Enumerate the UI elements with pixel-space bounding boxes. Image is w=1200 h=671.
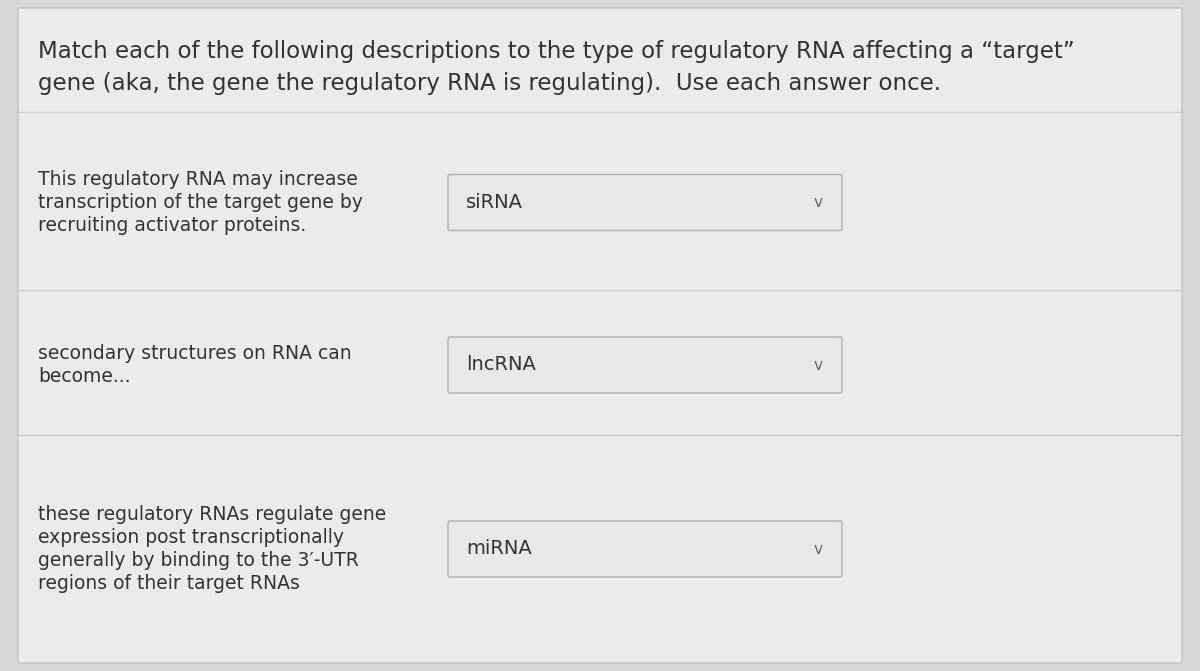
- FancyBboxPatch shape: [448, 337, 842, 393]
- Text: secondary structures on RNA can: secondary structures on RNA can: [38, 344, 352, 363]
- Text: siRNA: siRNA: [466, 193, 523, 212]
- Text: lncRNA: lncRNA: [466, 356, 536, 374]
- FancyBboxPatch shape: [18, 8, 1182, 663]
- Text: recruiting activator proteins.: recruiting activator proteins.: [38, 216, 306, 235]
- Text: v: v: [814, 195, 822, 210]
- Text: transcription of the target gene by: transcription of the target gene by: [38, 193, 362, 212]
- Text: v: v: [814, 541, 822, 556]
- Text: generally by binding to the 3′-UTR: generally by binding to the 3′-UTR: [38, 551, 359, 570]
- Text: gene (aka, the gene the regulatory RNA is regulating).  Use each answer once.: gene (aka, the gene the regulatory RNA i…: [38, 72, 941, 95]
- Text: miRNA: miRNA: [466, 539, 532, 558]
- FancyBboxPatch shape: [448, 521, 842, 577]
- Text: regions of their target RNAs: regions of their target RNAs: [38, 574, 300, 593]
- Text: This regulatory RNA may increase: This regulatory RNA may increase: [38, 170, 358, 189]
- Text: v: v: [814, 358, 822, 372]
- Text: Match each of the following descriptions to the type of regulatory RNA affecting: Match each of the following descriptions…: [38, 40, 1075, 63]
- Text: become...: become...: [38, 367, 131, 386]
- Text: these regulatory RNAs regulate gene: these regulatory RNAs regulate gene: [38, 505, 386, 524]
- FancyBboxPatch shape: [448, 174, 842, 231]
- Text: expression post transcriptionally: expression post transcriptionally: [38, 528, 344, 547]
